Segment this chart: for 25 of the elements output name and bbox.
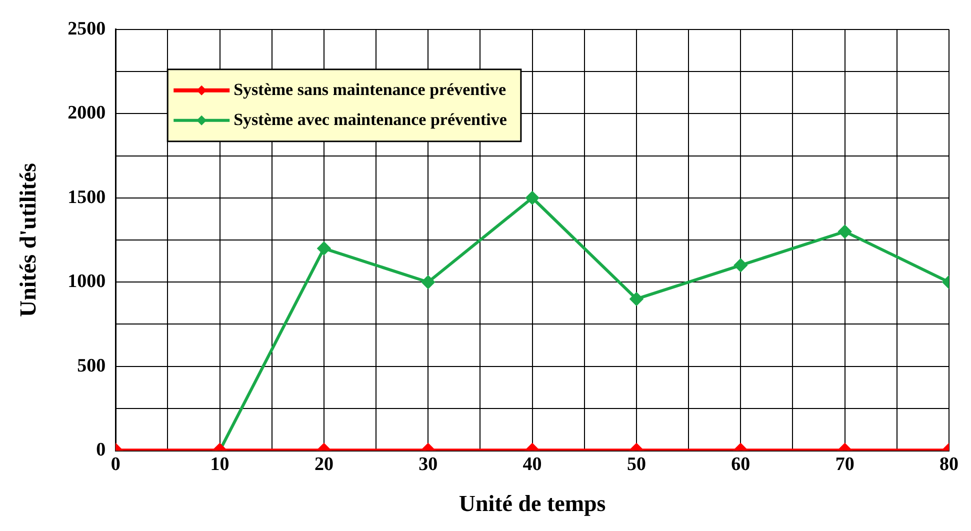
y-tick-label: 0 bbox=[96, 440, 106, 461]
point bbox=[838, 225, 852, 238]
point bbox=[526, 191, 539, 204]
x-tick-label: 50 bbox=[626, 454, 646, 475]
legend-label: Système sans maintenance préventive bbox=[234, 80, 506, 99]
y-tick-label: 500 bbox=[77, 355, 106, 376]
y-tick-label: 2500 bbox=[68, 18, 106, 40]
point bbox=[317, 242, 330, 255]
x-tick-label: 30 bbox=[418, 454, 438, 475]
x-axis-title: Unité de temps bbox=[458, 491, 606, 516]
point bbox=[734, 258, 748, 272]
x-tick-label: 60 bbox=[731, 454, 750, 475]
y-tick-label: 1000 bbox=[68, 271, 106, 292]
x-tick-label: 70 bbox=[835, 454, 854, 475]
x-tick-label: 0 bbox=[110, 454, 120, 475]
legend-label: Système avec maintenance préventive bbox=[234, 110, 508, 129]
y-axis-title: Unités d'utilités bbox=[16, 162, 41, 317]
x-tick-label: 20 bbox=[314, 454, 334, 475]
point bbox=[422, 276, 435, 289]
y-tick-label: 1500 bbox=[68, 186, 106, 208]
point bbox=[630, 292, 643, 306]
x-tick-label: 40 bbox=[522, 454, 542, 475]
x-tick-label: 10 bbox=[210, 454, 230, 475]
x-tick-label: 80 bbox=[940, 454, 958, 475]
y-tick-label: 2000 bbox=[68, 102, 106, 124]
